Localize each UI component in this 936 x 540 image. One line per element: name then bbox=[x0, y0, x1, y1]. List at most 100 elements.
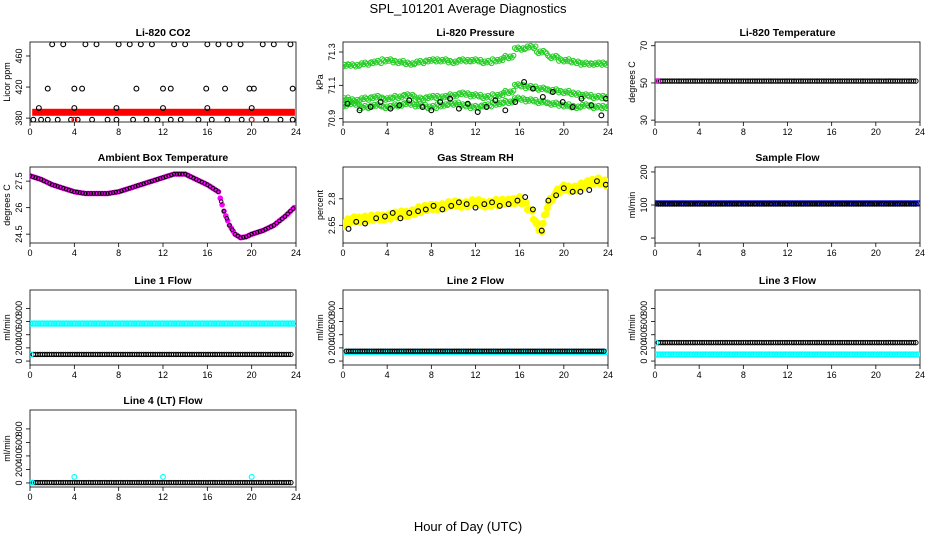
x-tick-label: 24 bbox=[603, 127, 613, 137]
data-point bbox=[337, 98, 342, 103]
chart-panel-1: Li-820 Pressure 0 4 8 12 16 20 24 70.9 71.1 71.3 kP… bbox=[315, 27, 614, 137]
y-tick-label: 71.1 bbox=[327, 77, 337, 95]
y-tick-label: 460 bbox=[14, 48, 24, 63]
data-point bbox=[133, 85, 140, 92]
y-tick-label: 27.5 bbox=[14, 172, 24, 190]
data-point bbox=[447, 95, 454, 102]
y-tick-label: 70 bbox=[639, 41, 649, 51]
data-point bbox=[285, 351, 292, 358]
x-tick-label: 16 bbox=[515, 370, 525, 380]
data-point bbox=[224, 217, 231, 224]
y-tick-label: 200 bbox=[14, 340, 24, 355]
x-tick-label: 20 bbox=[247, 127, 257, 137]
data-point bbox=[52, 183, 58, 188]
data-point bbox=[499, 92, 506, 99]
data-point bbox=[113, 105, 120, 111]
data-point bbox=[224, 216, 229, 221]
y-axis-label: degrees C bbox=[627, 61, 637, 103]
x-tick-label: 16 bbox=[202, 127, 212, 137]
data-point bbox=[119, 188, 124, 194]
data-point bbox=[289, 85, 296, 92]
x-tick-label: 24 bbox=[603, 370, 613, 380]
data-point bbox=[538, 227, 545, 234]
data-point bbox=[396, 102, 403, 109]
data-point bbox=[609, 93, 614, 98]
panel-title: Li-820 Temperature bbox=[739, 27, 835, 39]
series-box_temp bbox=[30, 171, 296, 241]
data-point bbox=[455, 105, 462, 112]
data-point bbox=[105, 191, 110, 196]
y-tick-label: 400 bbox=[14, 327, 24, 342]
data-point bbox=[605, 60, 608, 66]
data-point bbox=[606, 105, 608, 110]
x-tick-label: 12 bbox=[158, 370, 168, 380]
data-point bbox=[171, 171, 177, 177]
data-point bbox=[290, 206, 296, 211]
y-tick-label: 71.3 bbox=[327, 43, 337, 61]
plot-area bbox=[337, 42, 614, 119]
data-point bbox=[606, 62, 608, 67]
data-band bbox=[32, 108, 295, 116]
data-point bbox=[512, 99, 519, 105]
data-point bbox=[529, 85, 536, 92]
y-tick-label: 0 bbox=[14, 359, 24, 364]
plot-area bbox=[343, 174, 608, 236]
y-tick-label: 800 bbox=[327, 301, 337, 316]
data-point bbox=[337, 65, 342, 70]
data-point bbox=[472, 204, 479, 211]
data-point bbox=[910, 78, 917, 84]
data-point bbox=[221, 208, 227, 214]
series-line1_cyan_start bbox=[30, 351, 35, 358]
data-point bbox=[263, 116, 270, 122]
data-point bbox=[82, 42, 89, 48]
x-tick-label: 12 bbox=[470, 127, 480, 137]
data-point bbox=[510, 52, 517, 59]
x-tick-label: 4 bbox=[72, 248, 77, 258]
data-point bbox=[60, 42, 67, 48]
data-point bbox=[387, 105, 394, 112]
panel-title: Ambient Box Temperature bbox=[98, 152, 229, 164]
data-point bbox=[167, 85, 174, 92]
x-tick-label: 24 bbox=[291, 127, 301, 137]
x-tick-label: 16 bbox=[827, 370, 837, 380]
x-tick-label: 8 bbox=[429, 370, 434, 380]
data-point bbox=[578, 95, 585, 102]
data-point bbox=[79, 85, 86, 92]
data-point bbox=[230, 227, 235, 232]
data-point bbox=[30, 479, 36, 486]
data-point bbox=[110, 190, 116, 195]
chart-panel-7: Line 2 Flow 0 4 8 12 16 20 24 0 200400600800ml/mi… bbox=[315, 275, 613, 380]
data-point bbox=[160, 85, 166, 92]
data-point bbox=[223, 213, 229, 219]
chart-panel-6: Line 1 Flow 0 4 8 12 16 20 24 0 200400600800ml/mi… bbox=[2, 275, 301, 380]
x-tick-label: 24 bbox=[291, 370, 301, 380]
x-tick-label: 0 bbox=[27, 370, 32, 380]
data-point bbox=[602, 181, 608, 188]
y-tick-label: 200 bbox=[14, 462, 24, 477]
y-tick-label: 24.5 bbox=[14, 225, 24, 243]
x-tick-label: 0 bbox=[340, 127, 345, 137]
data-point bbox=[448, 202, 455, 209]
data-point bbox=[121, 187, 127, 193]
data-point bbox=[157, 176, 163, 181]
x-tick-label: 20 bbox=[247, 492, 257, 502]
x-tick-label: 4 bbox=[72, 127, 77, 137]
data-point bbox=[254, 230, 260, 235]
data-point bbox=[521, 79, 528, 85]
data-point bbox=[288, 351, 294, 358]
y-axis-label: ml/min bbox=[2, 435, 12, 462]
data-point bbox=[602, 95, 608, 102]
x-tick-label: 24 bbox=[915, 248, 925, 258]
x-tick-label: 4 bbox=[72, 492, 77, 502]
data-point bbox=[514, 197, 521, 204]
data-point bbox=[422, 206, 429, 213]
data-point bbox=[171, 42, 178, 48]
data-point bbox=[560, 185, 567, 192]
data-point bbox=[594, 178, 600, 185]
data-point bbox=[91, 191, 96, 196]
data-point bbox=[539, 94, 546, 100]
panel-title: Line 3 Flow bbox=[759, 275, 817, 287]
x-tick-label: 8 bbox=[116, 492, 121, 502]
data-point bbox=[287, 42, 294, 48]
